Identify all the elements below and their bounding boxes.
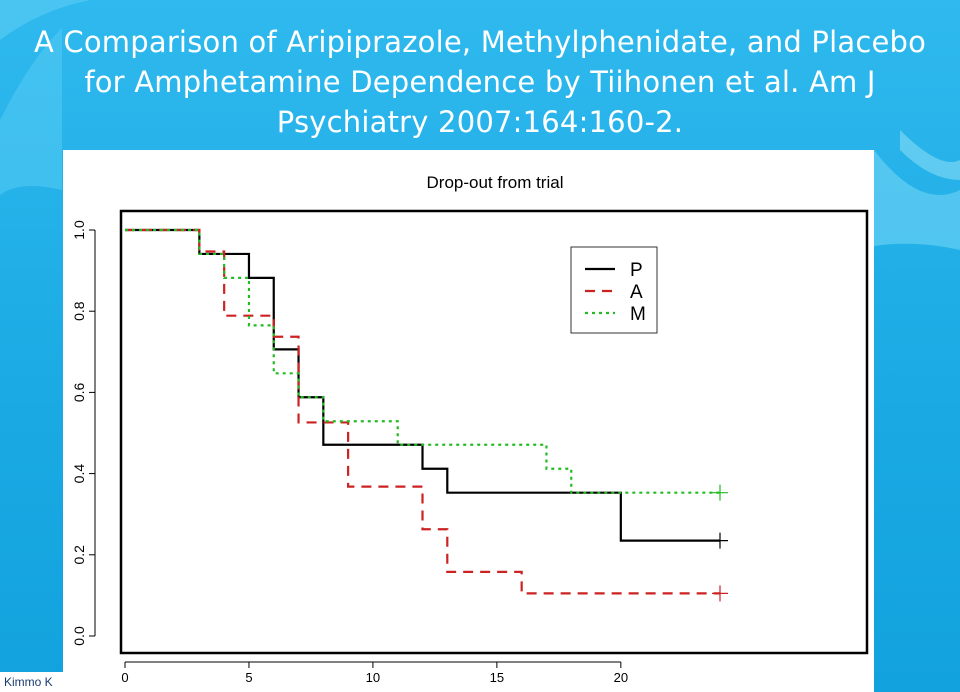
y-tick-label: 0.4 <box>71 464 87 484</box>
y-tick-label: 1.0 <box>71 220 87 240</box>
footer-author: Kimmo K <box>4 675 53 689</box>
survival-chart: Drop-out from trial 0.0 0.2 0.4 0.6 0.8 1.0 0… <box>71 173 869 685</box>
legend-label-M: M <box>630 304 646 325</box>
x-axis: 0 5 10 15 20 <box>121 661 628 685</box>
x-tick-label: 20 <box>614 670 628 685</box>
footer-strip <box>0 672 66 692</box>
x-tick-label: 15 <box>490 670 504 685</box>
series-line-M <box>125 228 720 494</box>
censor-mark-A <box>712 585 728 602</box>
y-axis: 0.0 0.2 0.4 0.6 0.8 1.0 <box>71 220 96 646</box>
x-tick-label: 5 <box>245 670 252 685</box>
slide-title: A Comparison of Aripiprazole, Methylphen… <box>33 25 927 139</box>
y-tick-label: 0.8 <box>71 301 87 321</box>
plot-frame <box>119 209 869 655</box>
y-tick-label: 0.2 <box>71 545 87 565</box>
legend: PAM <box>570 246 658 334</box>
legend-label-P: P <box>630 260 643 281</box>
censor-mark-M <box>712 484 728 501</box>
series-line-P <box>125 228 720 542</box>
series-layer <box>125 228 728 602</box>
censor-mark-P <box>712 532 728 549</box>
chart-title: Drop-out from trial <box>427 173 564 192</box>
x-tick-label: 0 <box>121 670 128 685</box>
y-tick-label: 0.0 <box>71 626 87 646</box>
chart-panel <box>63 150 874 692</box>
legend-label-A: A <box>630 282 643 303</box>
y-tick-label: 0.6 <box>71 382 87 402</box>
x-tick-label: 10 <box>366 670 380 685</box>
